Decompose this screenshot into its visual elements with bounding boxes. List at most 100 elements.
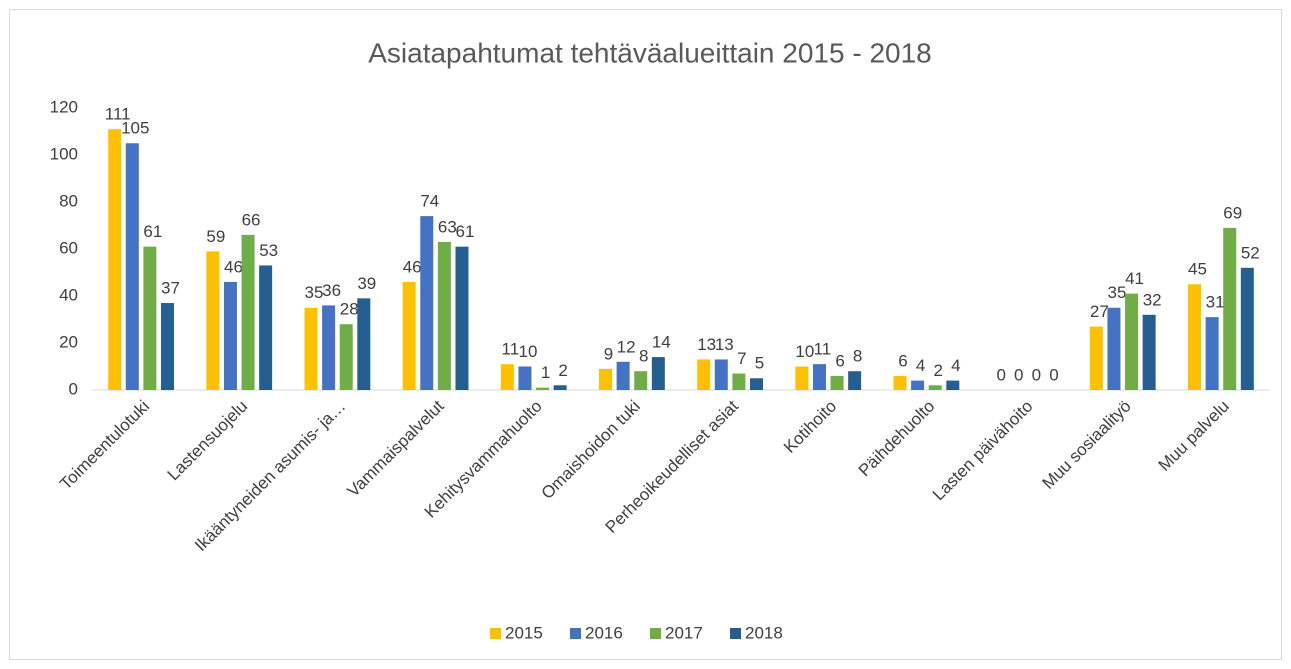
bar: [1089, 326, 1103, 390]
data-label: 12: [617, 337, 636, 356]
data-label: 59: [206, 227, 225, 246]
bar: [830, 375, 844, 390]
legend-swatch: [730, 628, 741, 639]
data-label: 9: [604, 344, 613, 363]
bar: [304, 307, 318, 390]
data-label: 105: [121, 119, 149, 138]
data-label: 0: [1014, 365, 1023, 384]
data-label: 111: [105, 105, 131, 124]
bar: [125, 143, 139, 390]
bar: [1205, 317, 1219, 390]
legend-swatch: [490, 628, 501, 639]
bar: [732, 373, 746, 390]
data-label: 2: [933, 361, 942, 380]
bar: [848, 371, 862, 390]
data-label: 41: [1125, 269, 1144, 288]
y-tick-label: 0: [69, 379, 78, 398]
data-label: 28: [340, 300, 359, 319]
data-label: 11: [502, 340, 520, 359]
data-label: 46: [403, 257, 422, 276]
data-label: 39: [357, 274, 376, 293]
bar: [1142, 314, 1156, 390]
data-label: 45: [1188, 260, 1207, 279]
data-label: 36: [322, 281, 341, 300]
bar: [599, 368, 613, 390]
data-label: 63: [438, 217, 457, 236]
bar: [357, 298, 371, 390]
data-label: 10: [795, 342, 814, 361]
data-label: 2: [558, 361, 567, 380]
bar: [911, 380, 925, 390]
data-label: 4: [916, 356, 925, 375]
bar: [420, 216, 434, 390]
data-label: 31: [1206, 293, 1225, 312]
data-label: 69: [1223, 203, 1242, 222]
data-label: 37: [161, 279, 180, 298]
y-tick-label: 80: [59, 191, 78, 210]
data-label: 0: [1032, 365, 1041, 384]
data-label: 14: [652, 333, 671, 352]
data-label: 35: [1107, 283, 1126, 302]
data-label: 4: [951, 356, 960, 375]
data-label: 32: [1143, 290, 1162, 309]
bar: [1107, 307, 1121, 390]
legend-swatch: [570, 628, 581, 639]
data-label: 8: [853, 347, 862, 366]
data-label: 53: [259, 241, 278, 260]
bar: [241, 234, 255, 390]
data-label: 8: [639, 347, 648, 366]
bar: [795, 366, 809, 390]
y-tick-label: 100: [50, 144, 78, 163]
bar: [206, 251, 220, 390]
data-label: 61: [143, 222, 162, 241]
bar: [714, 359, 728, 390]
data-label: 27: [1090, 302, 1109, 321]
data-label: 52: [1241, 243, 1260, 262]
chart-frame: [9, 9, 1282, 660]
legend-label: 2018: [745, 623, 783, 642]
bar: [108, 129, 122, 390]
data-label: 1: [541, 363, 550, 382]
data-label: 61: [456, 222, 475, 241]
bar: [536, 387, 550, 390]
legend-label: 2017: [665, 623, 703, 642]
data-label: 13: [715, 335, 734, 354]
y-tick-label: 40: [59, 285, 78, 304]
bar: [455, 246, 469, 390]
data-label: 10: [518, 342, 537, 361]
bar: [1223, 227, 1237, 390]
bar: [339, 324, 353, 390]
bar: [437, 241, 451, 390]
bar: [697, 359, 711, 390]
bar: [500, 364, 514, 390]
data-label: 6: [898, 351, 907, 370]
data-label: 66: [242, 210, 261, 229]
bar: [143, 246, 157, 390]
bar: [928, 385, 942, 390]
legend-label: 2016: [585, 623, 623, 642]
bar: [402, 281, 416, 390]
bar: [812, 364, 826, 390]
bar: [893, 375, 907, 390]
data-label: 5: [755, 354, 764, 373]
bar: [553, 385, 567, 390]
y-tick-label: 60: [59, 238, 78, 257]
bar: [1240, 267, 1254, 390]
data-label: 6: [835, 351, 844, 370]
data-label: 13: [697, 335, 716, 354]
data-label: 46: [224, 257, 243, 276]
data-label: 74: [420, 192, 439, 211]
bar: [259, 265, 273, 390]
data-label: 7: [737, 349, 746, 368]
bar: [634, 371, 648, 390]
legend-label: 2015: [505, 623, 543, 642]
bar: [160, 303, 174, 390]
bar: [616, 361, 630, 390]
data-label: 0: [1049, 365, 1058, 384]
y-tick-label: 120: [50, 97, 78, 116]
legend-swatch: [650, 628, 661, 639]
bar: [946, 380, 960, 390]
y-tick-label: 20: [59, 332, 78, 351]
bar: [1125, 293, 1139, 390]
